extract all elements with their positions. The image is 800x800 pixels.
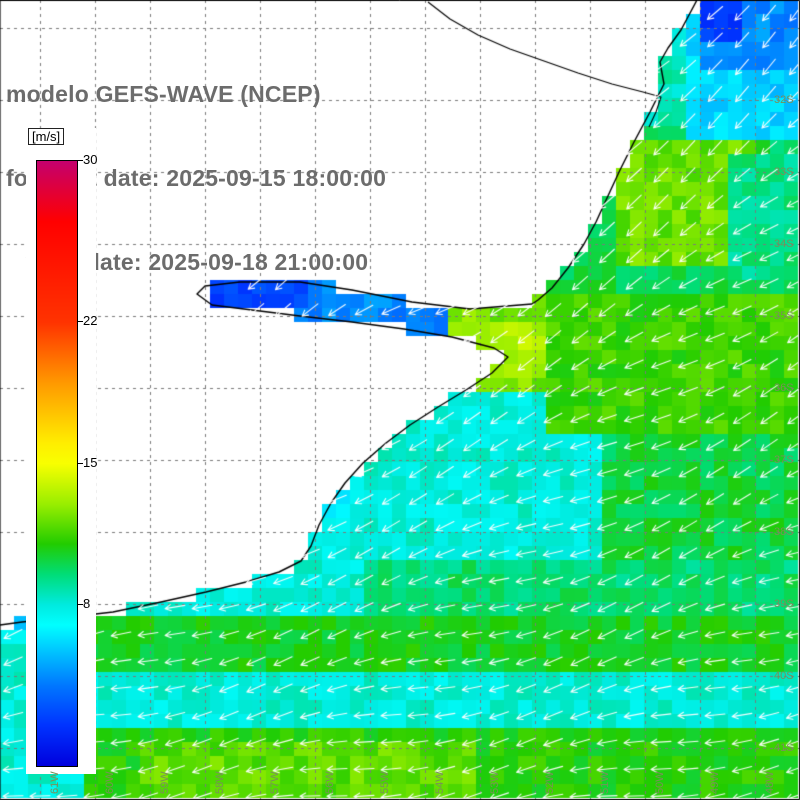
colorbar-tick-mark [78,462,83,464]
colorbar-tick-mark [78,321,83,323]
colorbar-tick-mark [78,160,83,161]
colorbar-tick-label: 22 [83,313,98,329]
colorbar-units-label: [m/s] [28,128,65,145]
colorbar-tick-mark [78,603,83,605]
colorbar: [m/s] 30 22 15 8 [26,128,98,774]
colorbar-gradient [36,160,78,767]
colorbar-tick-label: 15 [83,454,98,470]
model-name: modelo GEFS-WAVE (NCEP) [6,81,321,108]
colorbar-tick-label: 8 [83,595,91,611]
colorbar-tick-label: 30 [83,152,98,167]
